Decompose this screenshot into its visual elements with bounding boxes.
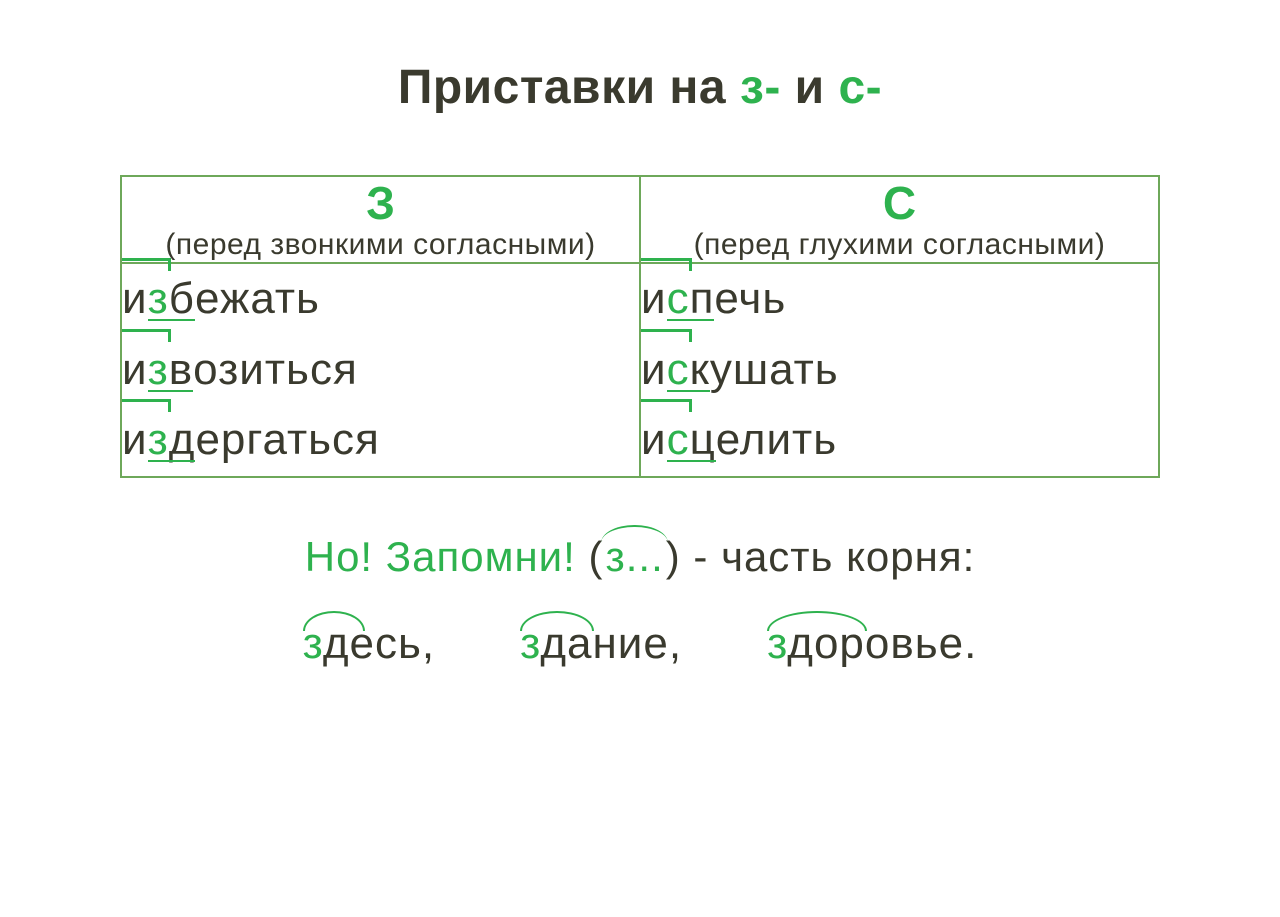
note-lead: Но! Запомни!	[305, 533, 576, 580]
prefix: ис	[641, 335, 690, 405]
example-word: здание,	[520, 619, 682, 669]
word: извозиться	[122, 335, 639, 405]
header-letter-s: С	[641, 177, 1158, 230]
root-initial: ц	[690, 415, 716, 464]
example-first: з	[303, 619, 323, 668]
example-rest: доровье.	[787, 619, 977, 668]
word: издергаться	[122, 405, 639, 475]
prefix-hl: з	[148, 274, 169, 323]
word: испечь	[641, 264, 1158, 334]
body-cell-z: избежать извозиться издергаться	[121, 263, 640, 476]
note-tail: часть корня:	[721, 533, 975, 580]
prefix: ис	[641, 264, 690, 334]
body-cell-s: испечь искушать исцелить	[640, 263, 1159, 476]
example-rest: десь,	[323, 619, 435, 668]
note-paren: (з...)	[588, 533, 693, 580]
paren-close: )	[666, 533, 681, 580]
example-first: з	[767, 619, 787, 668]
note-dash: -	[693, 533, 721, 580]
word: исцелить	[641, 405, 1158, 475]
root-initial: в	[169, 345, 193, 394]
example-rest: дание,	[540, 619, 682, 668]
word-rest: ежать	[195, 274, 320, 323]
note-line: Но! Запомни! (з...) - часть корня:	[0, 533, 1280, 581]
table-body-row: избежать извозиться издергаться испечь и…	[121, 263, 1159, 476]
table-header-row: З (перед звонкими согласными) С (перед г…	[121, 176, 1159, 263]
example-word: здоровье.	[767, 619, 977, 669]
title-plain: Приставки на	[398, 61, 740, 114]
prefix-hl: с	[667, 274, 690, 323]
root-initial: п	[690, 274, 715, 323]
prefix-hl: с	[667, 345, 690, 394]
example-word: здесь,	[303, 619, 436, 669]
page: Приставки на з- и с- З (перед звонкими с…	[0, 0, 1280, 917]
word-rest: ергаться	[195, 415, 379, 464]
header-sub-s: (перед глухими согласными)	[641, 228, 1158, 263]
word-rest: елить	[716, 415, 837, 464]
prefix-hl: з	[148, 415, 169, 464]
word-rest: ушать	[710, 345, 839, 394]
prefix-hl: з	[148, 345, 169, 394]
root-initial: к	[690, 345, 710, 394]
page-title: Приставки на з- и с-	[0, 60, 1280, 115]
word-rest: ечь	[714, 274, 786, 323]
example-first: з	[520, 619, 540, 668]
word: избежать	[122, 264, 639, 334]
header-letter-z: З	[122, 177, 639, 230]
title-accent-s: с-	[838, 61, 882, 114]
prefix: из	[122, 264, 169, 334]
header-cell-z: З (перед звонкими согласными)	[121, 176, 640, 263]
prefix: ис	[641, 405, 690, 475]
title-accent-z: з-	[740, 61, 781, 114]
examples-row: здесь, здание, здоровье.	[0, 619, 1280, 669]
prefix: из	[122, 335, 169, 405]
prefix-hl: с	[667, 415, 690, 464]
header-cell-s: С (перед глухими согласными)	[640, 176, 1159, 263]
header-sub-z: (перед звонкими согласными)	[122, 228, 639, 263]
root-initial: б	[169, 274, 195, 323]
root-initial: д	[169, 415, 196, 464]
rules-table: З (перед звонкими согласными) С (перед г…	[120, 175, 1160, 478]
prefix: из	[122, 405, 169, 475]
title-mid: и	[781, 61, 839, 114]
word-rest: озиться	[193, 345, 358, 394]
word: искушать	[641, 335, 1158, 405]
note-arc: з...	[603, 533, 665, 581]
